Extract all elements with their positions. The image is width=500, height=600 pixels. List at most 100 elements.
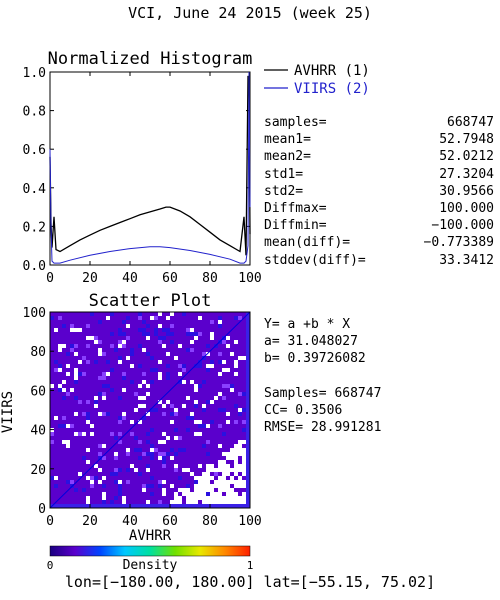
density-cell (122, 464, 126, 468)
density-cell (54, 464, 58, 468)
density-cell (114, 440, 118, 444)
density-cell (106, 364, 110, 368)
density-cell (194, 364, 198, 368)
density-cell (98, 416, 102, 420)
density-cell (58, 484, 62, 488)
density-cell (182, 376, 186, 380)
density-cell (150, 436, 154, 440)
density-cell (78, 464, 82, 468)
density-cell (146, 432, 150, 436)
density-cell (238, 344, 242, 348)
density-cell (206, 368, 210, 372)
density-cell (82, 344, 86, 348)
density-cell (154, 452, 158, 456)
density-cell (82, 488, 86, 492)
density-cell (138, 460, 142, 464)
density-cell (174, 400, 178, 404)
histogram-series-line (49, 75, 251, 256)
density-cell (94, 376, 98, 380)
density-cell (170, 444, 174, 448)
density-cell (118, 464, 122, 468)
density-cell (70, 456, 74, 460)
density-cell (146, 440, 150, 444)
density-cell (198, 312, 202, 316)
density-cell (166, 360, 170, 364)
density-cell (162, 368, 166, 372)
density-cell (54, 312, 58, 316)
density-cell (242, 432, 246, 436)
density-cell (150, 372, 154, 376)
density-cell (110, 404, 114, 408)
density-cell (202, 372, 206, 376)
density-cell (214, 332, 218, 336)
density-cell (150, 492, 154, 496)
density-cell (118, 352, 122, 356)
density-cell (190, 400, 194, 404)
density-cell (102, 392, 106, 396)
density-cell (142, 316, 146, 320)
density-cell (190, 388, 194, 392)
density-cell (234, 336, 238, 340)
density-cell (230, 324, 234, 328)
density-cell (118, 396, 122, 400)
density-cell (138, 484, 142, 488)
scatter-plot-frame (49, 311, 251, 509)
density-cell (122, 332, 126, 336)
density-cell (154, 444, 158, 448)
density-cell (166, 492, 170, 496)
density-cell (86, 412, 90, 416)
density-cell (154, 468, 158, 472)
density-cell (62, 464, 66, 468)
density-cell (194, 464, 198, 468)
density-cell (210, 368, 214, 372)
density-cell (82, 448, 86, 452)
density-cell (190, 444, 194, 448)
density-cell (98, 340, 102, 344)
density-cell (162, 452, 166, 456)
density-cell (54, 364, 58, 368)
density-cell (82, 408, 86, 412)
density-cell (182, 316, 186, 320)
density-cell (78, 372, 82, 376)
density-cell (130, 500, 134, 504)
density-cell (182, 348, 186, 352)
histogram-x-tick-label: 100 (238, 271, 261, 286)
regression-line-text: a= 31.048027 (264, 334, 358, 350)
density-cell (86, 404, 90, 408)
density-cell (202, 424, 206, 428)
density-cell (74, 448, 78, 452)
density-cell (218, 352, 222, 356)
density-cell (170, 424, 174, 428)
density-cell (62, 336, 66, 340)
regression-line-text: Y= a +b * X (264, 317, 351, 332)
density-cell (98, 372, 102, 376)
density-cell (78, 440, 82, 444)
density-cell (66, 428, 70, 432)
density-cell (138, 476, 142, 480)
density-cell (230, 384, 234, 388)
density-cell (150, 356, 154, 360)
density-cell (146, 400, 150, 404)
density-cell (238, 460, 242, 464)
density-cell (74, 484, 78, 488)
density-cell (166, 340, 170, 344)
density-cell (194, 428, 198, 432)
density-cell (154, 496, 158, 500)
density-cell (78, 336, 82, 340)
density-cell (182, 368, 186, 372)
density-cell (58, 424, 62, 428)
density-cell (166, 324, 170, 328)
density-cell (194, 412, 198, 416)
density-cell (198, 320, 202, 324)
density-cell (186, 332, 190, 336)
density-cell (126, 428, 130, 432)
density-cell (118, 460, 122, 464)
density-cell (66, 452, 70, 456)
density-cell (50, 312, 54, 316)
density-cell (166, 420, 170, 424)
density-cell (234, 376, 238, 380)
density-cell (94, 496, 98, 500)
density-cell (198, 468, 202, 472)
density-cell (62, 328, 66, 332)
density-cell (186, 328, 190, 332)
